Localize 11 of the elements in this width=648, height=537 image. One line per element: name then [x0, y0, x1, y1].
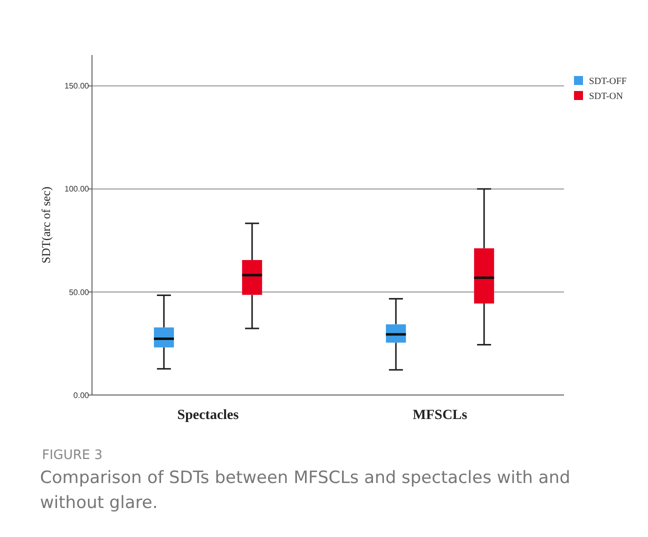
legend-label: SDT-OFF: [589, 77, 627, 87]
y-tick-label: 0.00: [73, 390, 90, 400]
text: Comparison of SDTs between MFSCLs and spectacles with and without glare.: [40, 467, 572, 515]
x-tick-label: MFSCLs: [412, 408, 468, 423]
legend-label: SDT-ON: [589, 92, 624, 102]
y-tick-label: 50.00: [68, 288, 90, 297]
x-tick-label: Spectacles: [177, 408, 240, 423]
y-tick-label: 100.00: [64, 184, 90, 194]
caption: FIGURE 3: [42, 448, 103, 463]
y-axis-title: SDT(arc of sec): [39, 186, 53, 264]
y-tick-label: 150.00: [64, 82, 90, 91]
